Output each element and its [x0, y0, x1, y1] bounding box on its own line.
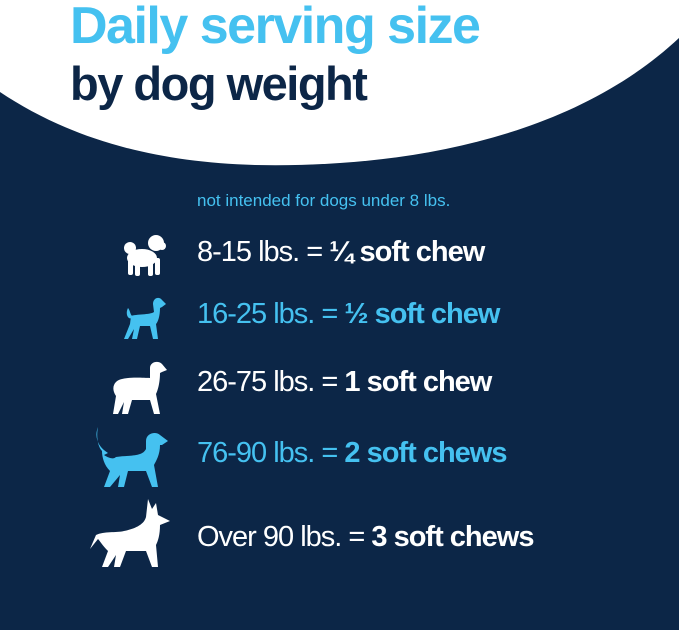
pointy-ear-dog-icon [90, 499, 170, 567]
serving-row: 8-15 lbs. = ¼ soft chew [0, 230, 679, 296]
weight-range: Over 90 lbs. = [197, 521, 365, 553]
serving-text: 8-15 lbs. = ¼ soft chew [197, 236, 485, 269]
small-fluffy-dog-icon [124, 235, 166, 276]
white-curved-header-area [0, 0, 679, 166]
serving-text: 76-90 lbs. = 2 soft chews [197, 437, 507, 470]
dose: 2 soft chews [344, 437, 507, 469]
weight-range: 76-90 lbs. = [197, 437, 338, 469]
medium-dog-icon [113, 361, 167, 414]
dose: 3 soft chews [371, 521, 534, 553]
page-title: Daily serving size [70, 0, 481, 55]
weight-range: 16-25 lbs. = [197, 298, 338, 330]
small-dog-icon [124, 297, 166, 339]
serving-row: Over 90 lbs. = 3 soft chews [0, 497, 679, 567]
page-subtitle: by dog weight [70, 57, 368, 110]
dose: ½ soft chew [344, 298, 500, 330]
serving-text: Over 90 lbs. = 3 soft chews [197, 521, 534, 554]
large-fluffy-tail-dog-icon [96, 427, 168, 487]
dose: 1 soft chew [344, 366, 492, 398]
serving-row: 76-90 lbs. = 2 soft chews [0, 425, 679, 491]
weight-range: 26-75 lbs. = [197, 366, 338, 398]
serving-row: 16-25 lbs. = ½ soft chew [0, 292, 679, 358]
serving-text: 16-25 lbs. = ½ soft chew [197, 298, 500, 331]
serving-text: 26-75 lbs. = 1 soft chew [197, 366, 492, 399]
usage-note: not intended for dogs under 8 lbs. [197, 191, 451, 210]
weight-range: 8-15 lbs. = [197, 236, 323, 268]
dose: ¼ soft chew [329, 236, 485, 268]
serving-row: 26-75 lbs. = 1 soft chew [0, 360, 679, 426]
